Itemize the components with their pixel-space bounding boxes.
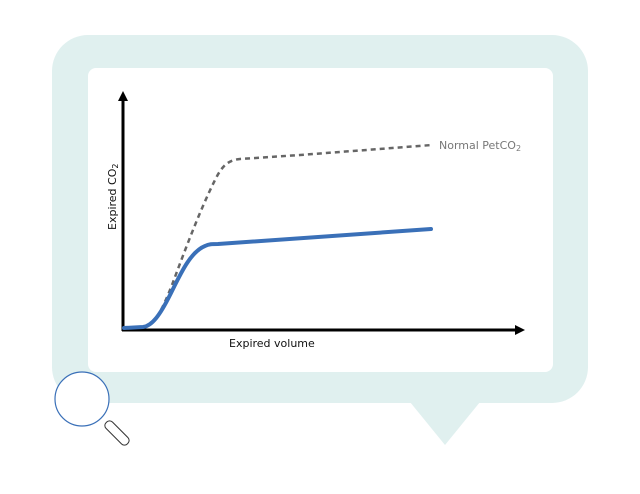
chart-panel <box>88 68 553 372</box>
normal-petco2-label: Normal PetCO2 <box>439 139 521 153</box>
y-axis-label: Expired CO2 <box>106 164 120 230</box>
measured-co2-curve <box>122 227 433 330</box>
magnifier-icon <box>54 371 130 446</box>
x-axis-label: Expired volume <box>229 337 315 350</box>
